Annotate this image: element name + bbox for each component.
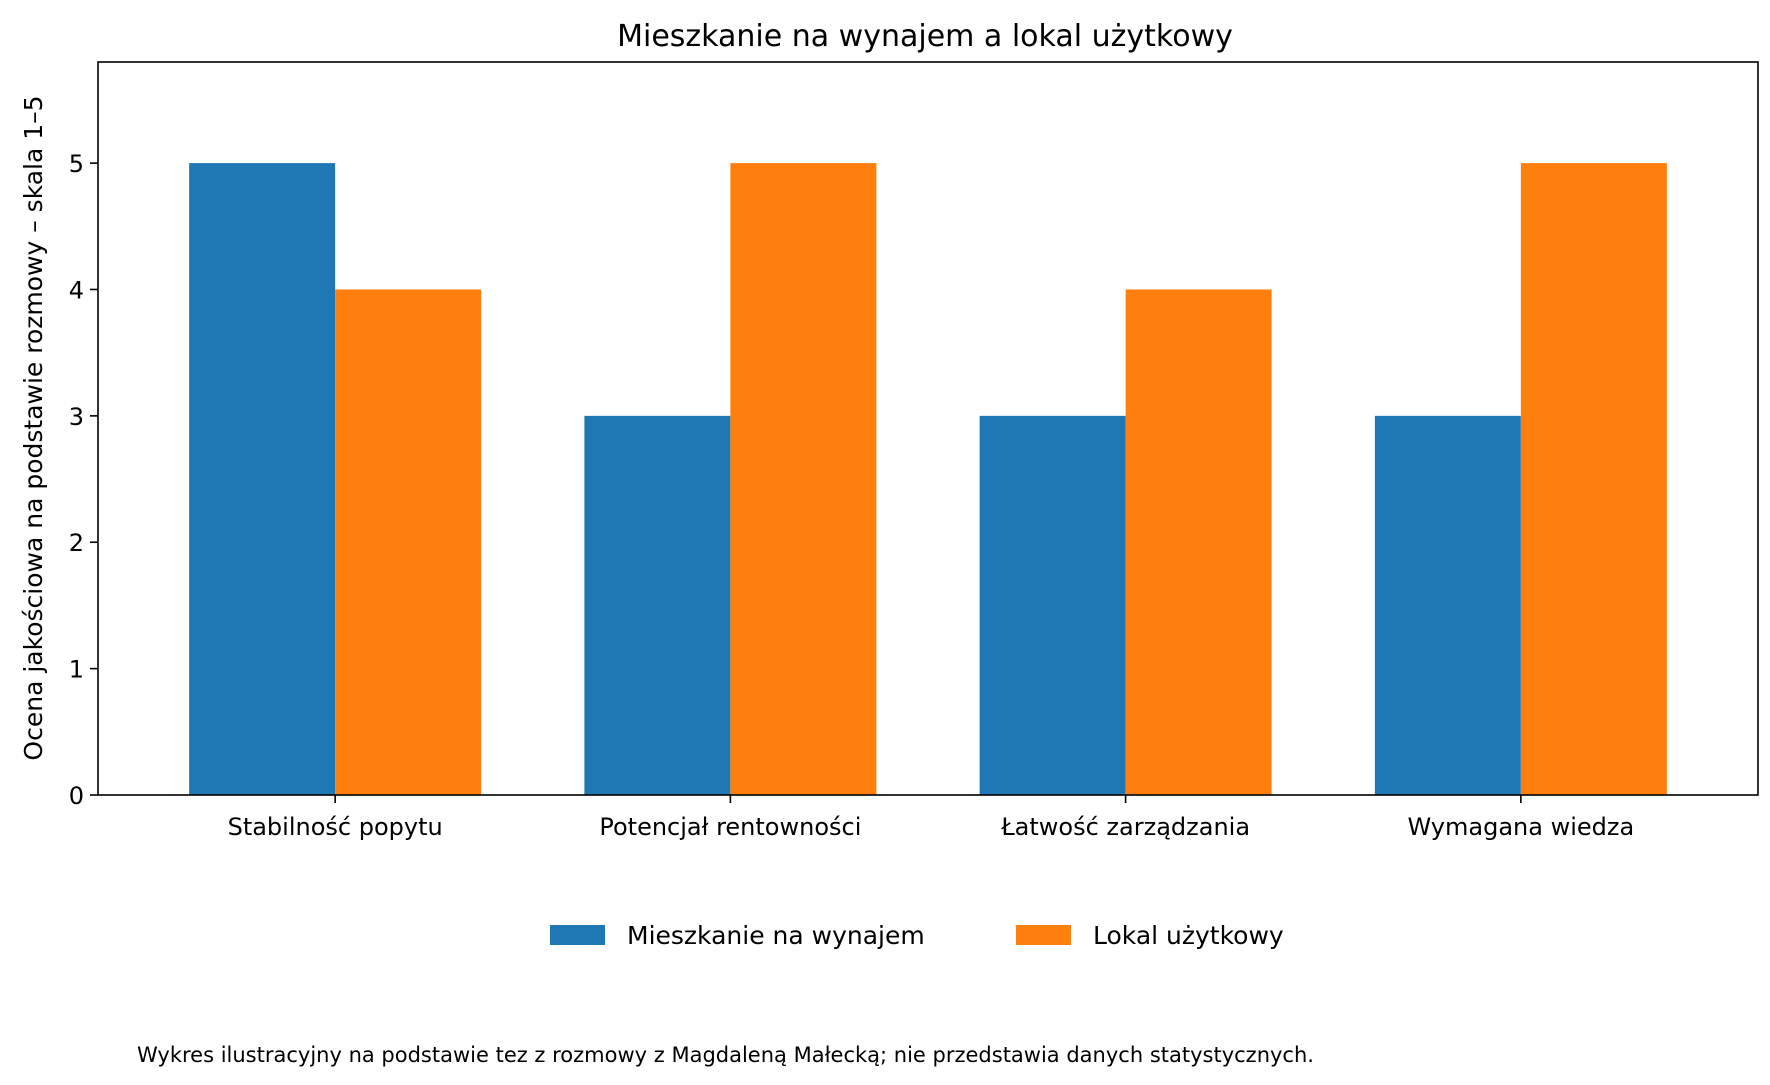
- x-axis: Stabilność popytu Potencjał rentowności Ła…: [228, 795, 1635, 841]
- bars-layer: [189, 163, 1667, 795]
- bar-2-1: [335, 289, 482, 795]
- x-tick-label: Łatwość zarządzania: [1000, 813, 1250, 841]
- y-axis: 0 1 2 3 4 5: [69, 150, 98, 810]
- legend-swatch-1: [550, 925, 605, 945]
- bar-2-4: [1520, 163, 1667, 795]
- bar-2-2: [730, 163, 877, 795]
- legend: Mieszkanie na wynajem Lokal użytkowy: [550, 921, 1284, 950]
- y-tick-label: 2: [69, 529, 84, 557]
- x-tick-label: Wymagana wiedza: [1408, 813, 1635, 841]
- y-axis-label: Ocena jakościowa na podstawie rozmowy – …: [19, 95, 48, 760]
- y-tick-label: 1: [69, 656, 84, 684]
- x-tick-label: Stabilność popytu: [228, 813, 443, 841]
- bar-2-3: [1125, 289, 1272, 795]
- y-tick-label: 0: [69, 782, 84, 810]
- plot-frame: [97, 61, 1759, 796]
- y-tick-label: 3: [69, 403, 84, 431]
- bar-1-1: [189, 163, 336, 795]
- bar-1-2: [584, 415, 731, 795]
- bar-1-4: [1374, 415, 1521, 795]
- legend-label-1: Mieszkanie na wynajem: [627, 921, 925, 950]
- chart-title: Mieszkanie na wynajem a lokal użytkowy: [617, 19, 1233, 54]
- x-tick-label: Potencjał rentowności: [599, 813, 861, 841]
- legend-swatch-2: [1016, 925, 1071, 945]
- bar-1-3: [979, 415, 1126, 795]
- legend-label-2: Lokal użytkowy: [1093, 921, 1284, 950]
- y-tick-label: 4: [69, 276, 84, 304]
- y-tick-label: 5: [69, 150, 84, 178]
- footnote: Wykres ilustracyjny na podstawie tez z r…: [137, 1043, 1314, 1067]
